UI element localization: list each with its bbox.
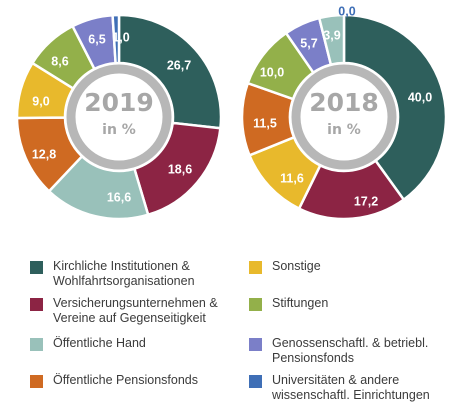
slice-value-label: 3,9: [323, 28, 340, 42]
donut-center-unit: in %: [327, 122, 361, 138]
legend-swatch: [30, 338, 43, 351]
donut-slice: [342, 13, 448, 202]
slice-value-label: 6,5: [88, 32, 105, 46]
donut-hole: [290, 63, 398, 171]
donut-2018: 40,0 17,2 11,6 11,5 10,0 5,7 3,9 0,0 2018 in %: [240, 4, 448, 221]
slice-value-label: 0,0: [338, 4, 355, 18]
slice-value-label: 8,6: [51, 54, 68, 68]
legend-label: Versicherungsunternehmen & Vereine auf G…: [53, 296, 218, 325]
donut-center-year: 2019: [84, 88, 154, 117]
slice-value-label: 26,7: [167, 58, 191, 72]
slice-value-label: 17,2: [354, 194, 378, 208]
legend-swatch: [30, 298, 43, 311]
donut-2019: 26,7 18,6 16,6 12,8 9,0 8,6 6,5 1,0 2019 in %: [15, 13, 223, 221]
legend-item-pensionsfonds: Öffentliche Pensionsfonds: [30, 373, 198, 388]
slice-value-label: 1,0: [112, 30, 129, 44]
legend-item-oeffentliche-hand: Öffentliche Hand: [30, 336, 146, 351]
legend-label: Sonstige: [272, 259, 321, 273]
slice-value-label: 11,5: [253, 116, 277, 130]
slice-value-label: 40,0: [408, 90, 432, 104]
legend-item-genossenschaft: Genossenschaftl. & betriebl. Pensionsfon…: [249, 336, 428, 366]
donut-hole-ring: [66, 64, 172, 170]
slice-value-label: 16,6: [107, 190, 131, 204]
legend-item-kirchliche: Kirchliche Institutionen & Wohlfahrtsorg…: [30, 259, 195, 289]
donut-center-unit: in %: [102, 122, 136, 138]
legend-swatch: [30, 375, 43, 388]
legend-label: Universitäten & andere wissenschaftl. Ei…: [272, 373, 430, 402]
slice-value-label: 11,6: [280, 171, 304, 185]
legend-swatch: [249, 261, 262, 274]
legend-label: Stiftungen: [272, 296, 329, 310]
slice-value-label: 12,8: [32, 147, 56, 161]
legend-swatch: [249, 338, 262, 351]
legend-label: Genossenschaftl. & betriebl. Pensionsfon…: [272, 336, 429, 365]
donut-slice: [117, 13, 223, 130]
legend-item-versicherung: Versicherungsunternehmen & Vereine auf G…: [30, 296, 218, 326]
slice-value-label: 10,0: [260, 65, 284, 79]
donut-hole-ring: [291, 64, 397, 170]
legend-label: Öffentliche Pensionsfonds: [53, 373, 199, 387]
legend-swatch: [249, 375, 262, 388]
donut-charts: 26,7 18,6 16,6 12,8 9,0 8,6 6,5 1,0 2019 in % 40,…: [15, 4, 448, 221]
legend-item-sonstige: Sonstige: [249, 259, 321, 274]
slice-value-label: 18,6: [168, 162, 192, 176]
donut-center-year: 2018: [309, 88, 379, 117]
slice-value-label: 9,0: [32, 94, 49, 108]
legend-swatch: [249, 298, 262, 311]
legend-label: Kirchliche Institutionen & Wohlfahrtsorg…: [53, 259, 195, 288]
legend-label: Öffentliche Hand: [53, 336, 146, 350]
legend-swatch: [30, 261, 43, 274]
legend-item-stiftungen: Stiftungen: [249, 296, 328, 311]
donut-hole: [65, 63, 173, 171]
legend-item-universitaeten: Universitäten & andere wissenschaftl. Ei…: [249, 373, 430, 403]
slice-value-label: 5,7: [300, 36, 317, 50]
